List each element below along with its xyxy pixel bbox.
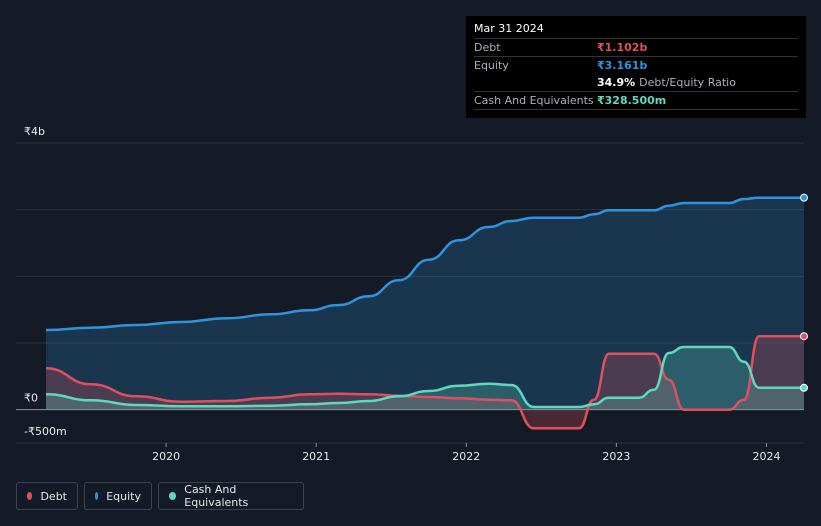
tooltip-ratio-label: Debt/Equity Ratio bbox=[639, 76, 736, 89]
tooltip-equity-value: ₹3.161b bbox=[597, 59, 648, 72]
y-tick-label: ₹0 bbox=[24, 392, 38, 405]
series-lines bbox=[45, 196, 805, 430]
tooltip-debt-label: Debt bbox=[474, 41, 501, 54]
x-tick-label: 2020 bbox=[152, 450, 180, 463]
x-tick-label: 2021 bbox=[302, 450, 330, 463]
series-areas bbox=[46, 197, 804, 429]
x-axis-labels: 2020 2021 2022 2023 2024 bbox=[152, 443, 780, 463]
x-tick-label: 2024 bbox=[752, 450, 780, 463]
x-tick-label: 2023 bbox=[602, 450, 630, 463]
y-axis-labels: ₹4b ₹0 -₹500m bbox=[24, 125, 67, 438]
tooltip-debt-value: ₹1.102b bbox=[597, 41, 648, 54]
tooltip-ratio-row: 34.9% Debt/Equity Ratio bbox=[474, 74, 798, 91]
data-tooltip: Mar 31 2024 Debt ₹1.102b Equity ₹3.161b … bbox=[466, 16, 806, 118]
tooltip-ratio-value: 34.9% bbox=[597, 76, 636, 89]
tooltip-equity-label: Equity bbox=[474, 59, 509, 72]
legend-cash[interactable]: Cash And Equivalents bbox=[158, 482, 304, 510]
equity-dot-icon bbox=[95, 492, 99, 500]
debt-line bbox=[45, 334, 805, 430]
equity-line bbox=[45, 196, 804, 332]
legend-equity[interactable]: Equity bbox=[84, 482, 152, 510]
cash-line bbox=[45, 345, 805, 409]
debt-endpoint bbox=[800, 332, 808, 341]
tooltip-equity-row: Equity ₹3.161b bbox=[474, 56, 798, 74]
y-tick-label: -₹500m bbox=[24, 425, 67, 438]
tooltip-cash-value: ₹328.500m bbox=[597, 94, 667, 107]
debt-dot-icon bbox=[27, 492, 33, 500]
cash-endpoint bbox=[800, 383, 808, 392]
y-tick-label: ₹4b bbox=[24, 125, 45, 138]
legend-debt-label: Debt bbox=[40, 489, 67, 503]
legend-cash-label: Cash And Equivalents bbox=[184, 483, 249, 509]
series-endpoints bbox=[800, 193, 808, 392]
tooltip-date: Mar 31 2024 bbox=[474, 22, 544, 35]
equity-endpoint bbox=[800, 193, 808, 202]
tooltip-cash-row: Cash And Equivalents ₹328.500m bbox=[474, 91, 798, 110]
equity-area bbox=[46, 197, 804, 410]
tooltip-cash-label: Cash And Equivalents bbox=[474, 94, 594, 107]
x-tick-label: 2022 bbox=[452, 450, 480, 463]
cash-dot-icon bbox=[169, 492, 177, 500]
legend-debt[interactable]: Debt bbox=[16, 482, 78, 510]
tooltip-debt-row: Debt ₹1.102b bbox=[474, 38, 798, 56]
legend-equity-label: Equity bbox=[106, 489, 141, 503]
